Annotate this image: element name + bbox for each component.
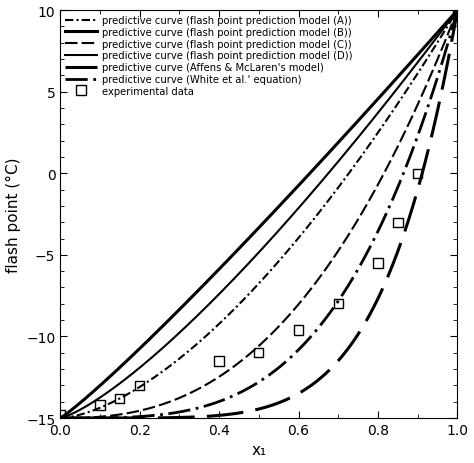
Point bbox=[96, 401, 104, 409]
Point bbox=[414, 170, 421, 178]
Point bbox=[394, 219, 401, 226]
X-axis label: x₁: x₁ bbox=[251, 443, 266, 457]
Legend: predictive curve (flash point prediction model (A)), predictive curve (flash poi: predictive curve (flash point prediction… bbox=[63, 14, 355, 99]
Point bbox=[255, 349, 263, 357]
Point bbox=[374, 260, 382, 267]
Y-axis label: flash point (°C): flash point (°C) bbox=[6, 157, 20, 272]
Point bbox=[335, 300, 342, 308]
Point bbox=[454, 11, 461, 18]
Point bbox=[116, 395, 124, 402]
Point bbox=[295, 326, 302, 334]
Point bbox=[136, 382, 144, 389]
Point bbox=[56, 411, 64, 419]
Point bbox=[215, 357, 223, 365]
